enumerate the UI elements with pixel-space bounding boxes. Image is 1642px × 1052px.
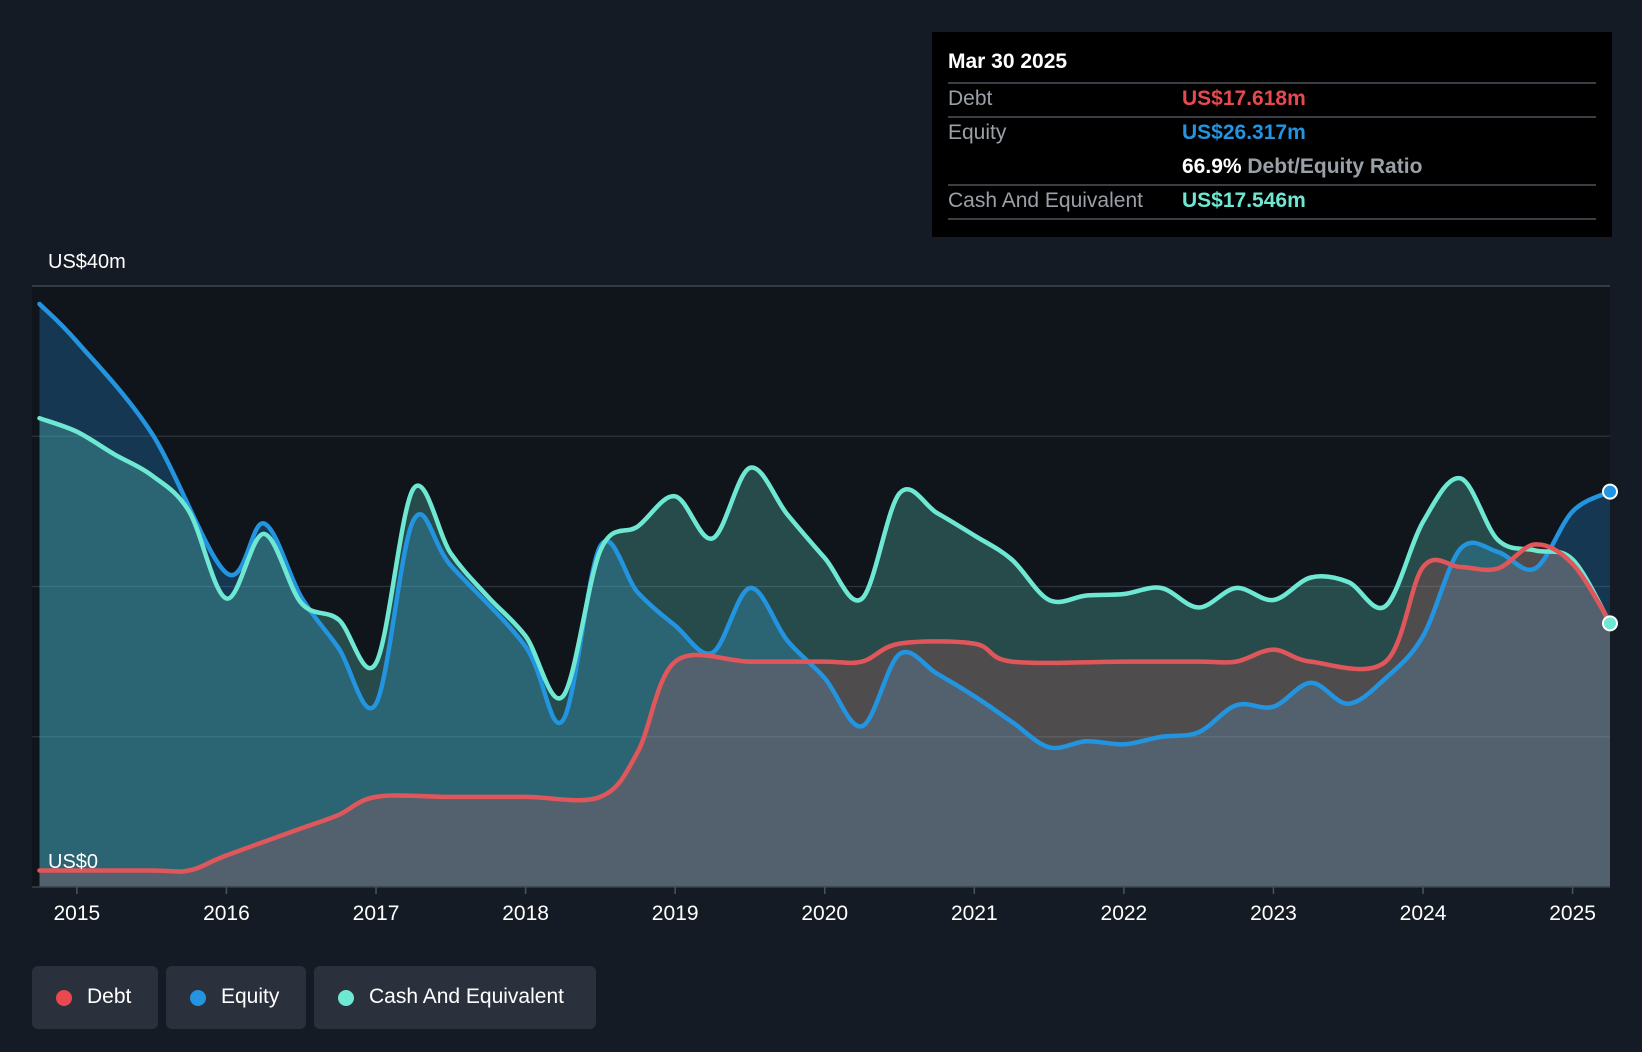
x-tick-label: 2015 bbox=[54, 902, 101, 925]
x-tick-label: 2016 bbox=[203, 902, 250, 925]
tooltip-ratio-value: 66.9% bbox=[1182, 155, 1242, 178]
cash-legend-dot-icon bbox=[338, 990, 354, 1006]
legend-cash-button[interactable]: Cash And Equivalent bbox=[314, 966, 596, 1029]
tooltip-cash-value: US$17.546m bbox=[1182, 189, 1306, 212]
x-tick-label: 2021 bbox=[951, 902, 998, 925]
x-tick-label: 2017 bbox=[353, 902, 400, 925]
tooltip-cash-label: Cash And Equivalent bbox=[948, 189, 1143, 212]
series-lines bbox=[37, 301, 1613, 874]
series-endpoints bbox=[1602, 483, 1618, 632]
x-tick-label: 2018 bbox=[502, 902, 549, 925]
equity-endpoint-marker bbox=[1602, 483, 1618, 500]
x-axis-ticks: 2015 2016 2017 2018 2019 2020 2021 2022 2023 2024… bbox=[54, 887, 1596, 925]
legend-debt-label: Debt bbox=[87, 985, 132, 1008]
x-tick-label: 2023 bbox=[1250, 902, 1297, 925]
tooltip-debt-value: US$17.618m bbox=[1182, 87, 1306, 110]
equity-line bbox=[37, 301, 1613, 751]
legend-cash-label: Cash And Equivalent bbox=[369, 985, 564, 1008]
data-tooltip: Mar 30 2025 Debt US$17.618m Equity US$26… bbox=[932, 32, 1612, 237]
debt-area bbox=[39, 544, 1610, 887]
debt-legend-dot-icon bbox=[56, 990, 72, 1006]
legend-equity-label: Equity bbox=[221, 985, 280, 1008]
y-axis-max-label: US$40m bbox=[48, 251, 126, 273]
debt-line bbox=[37, 542, 1613, 874]
tooltip-date: Mar 30 2025 bbox=[948, 50, 1068, 73]
tooltip-divider bbox=[948, 82, 1596, 84]
tooltip-equity-label: Equity bbox=[948, 121, 1007, 144]
tooltip-ratio: 66.9% Debt/Equity Ratio bbox=[1182, 155, 1422, 179]
cash-endpoint-marker bbox=[1602, 615, 1618, 632]
tooltip-ratio-label: Debt/Equity Ratio bbox=[1247, 155, 1423, 178]
tooltip-equity-value: US$26.317m bbox=[1182, 121, 1306, 144]
x-tick-label: 2022 bbox=[1101, 902, 1148, 925]
x-tick-label: 2019 bbox=[652, 902, 699, 925]
tooltip-equity-row: Equity US$26.317m bbox=[948, 116, 1596, 150]
x-tick-label: 2020 bbox=[801, 902, 848, 925]
equity-legend-dot-icon bbox=[190, 990, 206, 1006]
tooltip-cash-row: Cash And Equivalent US$17.546m bbox=[948, 184, 1596, 218]
equity-area bbox=[39, 304, 1610, 887]
x-tick-label: 2024 bbox=[1400, 902, 1447, 925]
tooltip-ratio-row: 66.9% Debt/Equity Ratio bbox=[948, 150, 1596, 184]
tooltip-divider bbox=[948, 218, 1596, 220]
x-tick-label: 2025 bbox=[1549, 902, 1596, 925]
legend-debt-button[interactable]: Debt bbox=[32, 966, 158, 1029]
tooltip-debt-row: Debt US$17.618m bbox=[948, 82, 1596, 116]
tooltip-divider bbox=[948, 184, 1596, 186]
y-axis-min-label: US$0 bbox=[48, 851, 99, 873]
legend-equity-button[interactable]: Equity bbox=[166, 966, 306, 1029]
tooltip-divider bbox=[948, 116, 1596, 118]
tooltip-debt-label: Debt bbox=[948, 87, 993, 110]
cash-line bbox=[37, 415, 1613, 701]
